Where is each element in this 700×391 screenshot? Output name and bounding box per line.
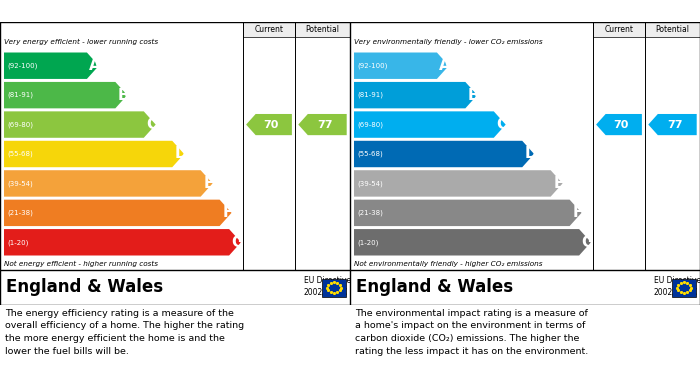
Polygon shape	[354, 141, 534, 167]
Polygon shape	[298, 114, 346, 135]
Bar	[645, 22, 700, 37]
Text: Environmental Impact (CO₂) Rating: Environmental Impact (CO₂) Rating	[356, 5, 589, 18]
Text: C: C	[496, 117, 507, 132]
Polygon shape	[4, 200, 232, 226]
Text: Very energy efficient - lower running costs: Very energy efficient - lower running co…	[4, 39, 158, 45]
Polygon shape	[4, 82, 127, 108]
Text: B: B	[118, 88, 130, 103]
Text: Potential: Potential	[305, 25, 340, 34]
Polygon shape	[246, 114, 292, 135]
Polygon shape	[648, 114, 696, 135]
Text: England & Wales: England & Wales	[6, 278, 163, 296]
Text: D: D	[524, 147, 537, 161]
Text: (55-68): (55-68)	[7, 151, 33, 157]
Polygon shape	[596, 114, 642, 135]
Text: (81-91): (81-91)	[357, 92, 383, 99]
Polygon shape	[354, 170, 563, 197]
Text: 77: 77	[667, 120, 682, 129]
Polygon shape	[4, 141, 184, 167]
Text: Energy Efficiency Rating: Energy Efficiency Rating	[6, 5, 169, 18]
Text: 70: 70	[614, 120, 629, 129]
Text: (69-80): (69-80)	[357, 121, 383, 128]
Text: 70: 70	[264, 120, 279, 129]
Text: A: A	[440, 58, 451, 73]
Text: C: C	[146, 117, 158, 132]
Text: E: E	[554, 176, 564, 191]
Text: 77: 77	[317, 120, 332, 129]
Text: G: G	[581, 235, 594, 250]
Text: (1-20): (1-20)	[7, 239, 29, 246]
Text: (81-91): (81-91)	[7, 92, 33, 99]
Text: Not environmentally friendly - higher CO₂ emissions: Not environmentally friendly - higher CO…	[354, 261, 542, 267]
Text: EU Directive
2002/91/EC: EU Directive 2002/91/EC	[654, 276, 700, 297]
Text: B: B	[468, 88, 480, 103]
Polygon shape	[354, 229, 591, 255]
Bar	[295, 22, 350, 37]
Polygon shape	[354, 52, 449, 79]
Text: E: E	[204, 176, 214, 191]
Text: D: D	[174, 147, 187, 161]
Text: England & Wales: England & Wales	[356, 278, 513, 296]
Polygon shape	[4, 229, 241, 255]
Text: (21-38): (21-38)	[7, 210, 33, 216]
Text: (39-54): (39-54)	[357, 180, 383, 187]
Text: (1-20): (1-20)	[357, 239, 379, 246]
Text: Potential: Potential	[655, 25, 690, 34]
Text: (21-38): (21-38)	[357, 210, 383, 216]
Text: EU Directive
2002/91/EC: EU Directive 2002/91/EC	[304, 276, 351, 297]
Text: A: A	[90, 58, 101, 73]
Polygon shape	[4, 52, 99, 79]
Text: (39-54): (39-54)	[7, 180, 33, 187]
Text: G: G	[231, 235, 244, 250]
Text: Current: Current	[605, 25, 634, 34]
Text: Very environmentally friendly - lower CO₂ emissions: Very environmentally friendly - lower CO…	[354, 39, 542, 45]
Text: Not energy efficient - higher running costs: Not energy efficient - higher running co…	[4, 261, 158, 267]
Bar	[672, 278, 696, 296]
Text: (69-80): (69-80)	[7, 121, 33, 128]
Bar	[322, 278, 346, 296]
Polygon shape	[354, 111, 505, 138]
Text: F: F	[223, 205, 233, 221]
Polygon shape	[4, 170, 213, 197]
Polygon shape	[354, 200, 582, 226]
Polygon shape	[354, 82, 477, 108]
Text: F: F	[573, 205, 583, 221]
Text: Current: Current	[255, 25, 284, 34]
Text: (92-100): (92-100)	[357, 63, 387, 69]
Text: (92-100): (92-100)	[7, 63, 37, 69]
Text: The energy efficiency rating is a measure of the
overall efficiency of a home. T: The energy efficiency rating is a measur…	[5, 309, 244, 355]
Bar	[593, 22, 645, 37]
Polygon shape	[4, 111, 155, 138]
Text: (55-68): (55-68)	[357, 151, 383, 157]
Text: The environmental impact rating is a measure of
a home's impact on the environme: The environmental impact rating is a mea…	[355, 309, 588, 355]
Bar	[243, 22, 295, 37]
